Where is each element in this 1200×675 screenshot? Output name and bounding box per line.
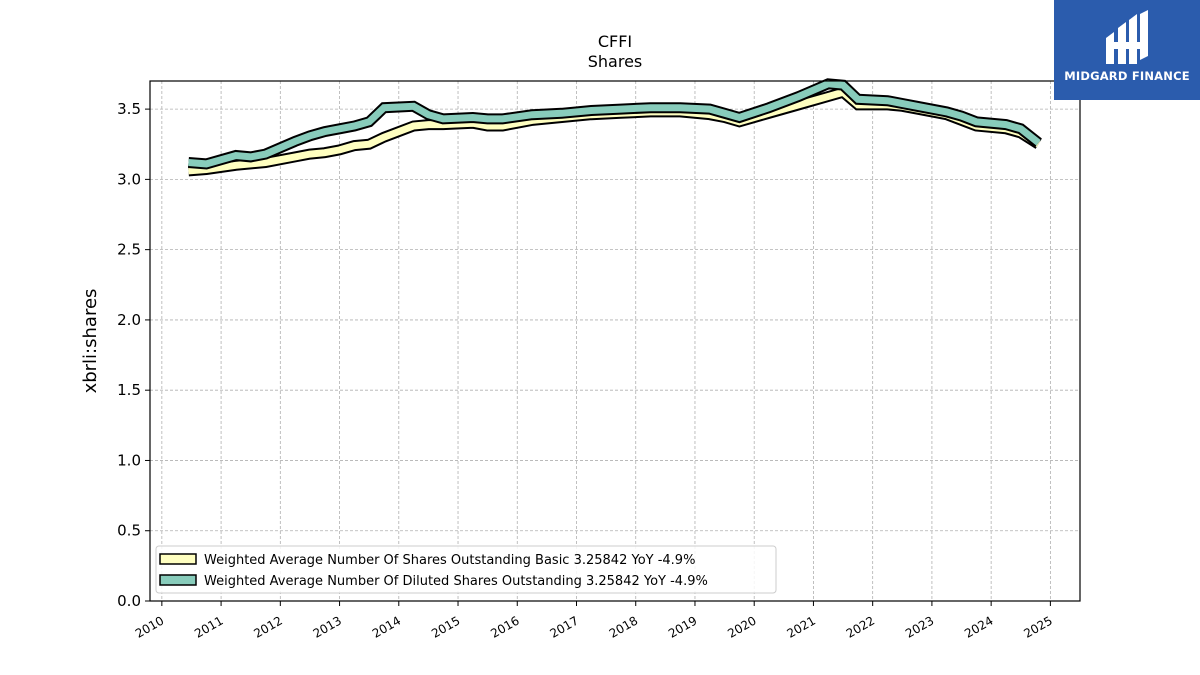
x-tick-label: 2011 [192, 613, 225, 640]
chart-subtitle: Shares [588, 52, 643, 71]
chart-title: CFFI [598, 32, 632, 51]
series-line-2 [188, 80, 1041, 168]
plot-area-frame [149, 80, 1081, 602]
x-tick-label: 2015 [429, 613, 462, 640]
y-tick-label: 2.5 [117, 241, 141, 259]
x-tick-label: 2019 [666, 613, 699, 640]
legend-swatch-2 [159, 574, 197, 586]
legend-label-1: Weighted Average Number Of Shares Outsta… [204, 553, 695, 568]
x-tick-label: 2010 [133, 613, 166, 640]
legend-swatch-1 [159, 553, 197, 565]
x-tick-label: 2017 [548, 613, 581, 640]
brand-mark-icon [1106, 10, 1148, 64]
y-tick-label: 2.0 [117, 311, 141, 329]
x-tick-label: 2022 [844, 613, 877, 640]
x-tick-label: 2014 [370, 613, 403, 640]
plot-series [188, 78, 1042, 177]
y-tick-label: 0.5 [117, 522, 141, 540]
x-tick-label: 2021 [784, 613, 817, 640]
y-tick-label: 1.5 [117, 381, 141, 399]
x-tick-label: 2024 [962, 613, 995, 640]
y-tick-label: 3.5 [117, 100, 141, 118]
y-tick-label: 3.0 [117, 170, 141, 188]
x-tick-label: 2013 [311, 613, 344, 640]
x-tick-label: 2018 [607, 613, 640, 640]
x-tick-label: 2023 [903, 613, 936, 640]
x-tick-label: 2012 [251, 613, 284, 640]
y-axis-label: xbrli:shares [80, 289, 101, 394]
brand-logo: MIDGARD FINANCE [1054, 0, 1200, 100]
x-tick-label: 2016 [488, 613, 521, 640]
y-tick-label: 1.0 [117, 451, 141, 469]
x-tick-label: 2020 [725, 613, 758, 640]
x-tick-label: 2025 [1021, 613, 1054, 640]
legend-label-2: Weighted Average Number Of Diluted Share… [204, 574, 708, 589]
y-tick-label: 0.0 [117, 592, 141, 610]
legend-box [155, 545, 777, 594]
legend: Weighted Average Number Of Shares Outsta… [155, 545, 777, 594]
brand-name: MIDGARD FINANCE [1064, 69, 1190, 83]
